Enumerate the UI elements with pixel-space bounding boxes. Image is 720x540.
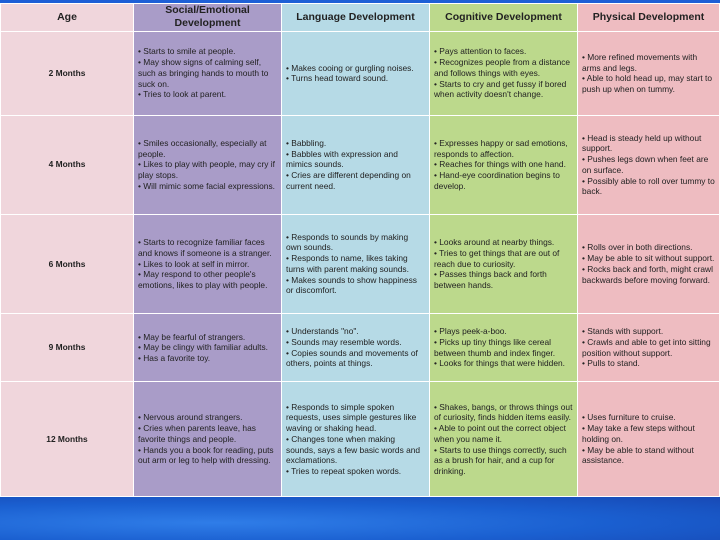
milestone-item: • Able to point out the correct object w… bbox=[434, 423, 566, 444]
milestone-item: • Likes to play with people, may cry if … bbox=[138, 159, 275, 181]
milestone-item: • Pays attention to faces. bbox=[434, 46, 527, 57]
milestone-item: • Cries are different depending on curre… bbox=[286, 170, 411, 191]
milestone-item: • More refined movements with arms and l… bbox=[582, 51, 698, 73]
milestone-item: • Responds to simple spoken requests, us… bbox=[286, 401, 417, 434]
table-row: 4 Months • Smiles occasionally, especiall… bbox=[0, 114, 720, 215]
header-language: Language Development bbox=[281, 3, 430, 32]
language-cell: • Responds to sounds by making own sound… bbox=[281, 213, 430, 315]
milestone-item: • Looks around at nearby things. bbox=[434, 237, 555, 248]
table-row: 2 Months • Starts to smile at people. • Ma… bbox=[0, 30, 720, 116]
social-cell: • Starts to recognize familiar faces and… bbox=[133, 213, 282, 315]
milestone-item: • Picks up tiny things like cereal betwe… bbox=[434, 336, 556, 358]
milestone-item: • Tries to repeat spoken words. bbox=[286, 466, 402, 477]
header-age: Age bbox=[0, 3, 134, 32]
milestone-item: • Babbles with expression and mimics sou… bbox=[286, 148, 398, 170]
milestone-item: • Expresses happy or sad emotions, respo… bbox=[434, 137, 568, 159]
age-cell: 4 Months bbox=[0, 114, 134, 215]
milestone-item: • Hand-eye coordination begins to develo… bbox=[434, 170, 560, 191]
social-cell: • Smiles occasionally, especially at peo… bbox=[133, 114, 282, 215]
cognitive-cell: • Pays attention to faces. • Recognizes p… bbox=[429, 30, 578, 116]
milestone-item: • Starts to smile at people. bbox=[138, 46, 236, 57]
milestone-item: • Cries when parents leave, has favorite… bbox=[138, 423, 256, 444]
age-cell: 9 Months bbox=[0, 312, 134, 383]
table-row: 12 Months • Nervous around strangers. • Cr… bbox=[0, 381, 720, 497]
milestone-item: • Babbling. bbox=[286, 137, 327, 148]
milestone-item: • Will mimic some facial expressions. bbox=[138, 180, 275, 191]
cognitive-cell: • Looks around at nearby things. • Tries … bbox=[429, 213, 578, 315]
header-physical: Physical Development bbox=[577, 3, 720, 32]
physical-cell: • Uses furniture to cruise. • May take a … bbox=[577, 381, 720, 497]
age-cell: 12 Months bbox=[0, 381, 134, 497]
milestone-item: • May show signs of calming self, such a… bbox=[138, 57, 269, 89]
language-cell: • Responds to simple spoken requests, us… bbox=[281, 381, 430, 497]
milestone-item: • Responds to name, likes taking turns w… bbox=[286, 253, 409, 274]
milestone-item: • Tries to get things that are out of re… bbox=[434, 247, 560, 269]
language-cell: • Babbling. • Babbles with expression and… bbox=[281, 114, 430, 215]
table-row: 9 Months • May be fearful of strangers. • … bbox=[0, 312, 720, 383]
language-cell: • Makes cooing or gurgling noises. • Turn… bbox=[281, 30, 430, 116]
age-cell: 2 Months bbox=[0, 30, 134, 116]
milestone-item: • Has a favorite toy. bbox=[138, 353, 211, 364]
milestone-item: • Makes cooing or gurgling noises. bbox=[286, 62, 414, 73]
milestone-item: • Tries to look at parent. bbox=[138, 89, 227, 100]
milestone-item: • May be fearful of strangers. bbox=[138, 331, 246, 342]
cognitive-cell: • Shakes, bangs, or throws things out of… bbox=[429, 381, 578, 497]
milestone-item: • Able to hold head up, may start to pus… bbox=[582, 73, 713, 95]
social-cell: • Starts to smile at people. • May show s… bbox=[133, 30, 282, 116]
milestone-item: • Pushes legs down when feet are on surf… bbox=[582, 154, 709, 175]
header-social: Social/Emotional Development bbox=[133, 3, 282, 32]
milestone-item: • Shakes, bangs, or throws things out of… bbox=[434, 401, 573, 423]
header-row: Age Social/Emotional Development Languag… bbox=[0, 3, 720, 32]
milestone-item: • Nervous around strangers. bbox=[138, 412, 243, 423]
milestone-item: • Responds to sounds by making own sound… bbox=[286, 231, 409, 253]
milestone-item: • Copies sounds and movements of others,… bbox=[286, 347, 418, 369]
milestone-item: • Smiles occasionally, especially at peo… bbox=[138, 137, 267, 159]
milestone-item: • Rolls over in both directions. bbox=[582, 242, 693, 253]
header-cognitive: Cognitive Development bbox=[429, 3, 578, 32]
milestone-item: • May take a few steps without holding o… bbox=[582, 423, 695, 444]
milestone-item: • May be clingy with familiar adults. bbox=[138, 342, 269, 353]
milestone-item: • Uses furniture to cruise. bbox=[582, 412, 676, 423]
milestone-item: • Reaches for things with one hand. bbox=[434, 159, 566, 170]
milestone-item: • Plays peek-a-boo. bbox=[434, 326, 507, 337]
milestone-item: • Crawls and able to get into sitting po… bbox=[582, 336, 711, 358]
milestone-item: • Pulls to stand. bbox=[582, 358, 640, 369]
physical-cell: • Head is steady held up without support… bbox=[577, 114, 720, 215]
milestone-item: • Possibly able to roll over tummy to ba… bbox=[582, 175, 715, 197]
milestone-item: • Stands with support. bbox=[582, 326, 664, 337]
development-table: Age Social/Emotional Development Languag… bbox=[0, 3, 720, 497]
milestone-item: • Recognizes people from a distance and … bbox=[434, 57, 571, 78]
milestone-item: • Starts to use things correctly, such a… bbox=[434, 444, 567, 477]
physical-cell: • Stands with support. • Crawls and able … bbox=[577, 312, 720, 383]
physical-cell: • Rolls over in both directions. • May be… bbox=[577, 213, 720, 315]
milestone-item: • Head is steady held up without support… bbox=[582, 132, 702, 154]
milestone-item: • May be able to stand without assistanc… bbox=[582, 444, 694, 466]
social-cell: • May be fearful of strangers. • May be c… bbox=[133, 312, 282, 383]
milestone-item: • Changes tone when making sounds, says … bbox=[286, 433, 421, 466]
age-cell: 6 Months bbox=[0, 213, 134, 315]
milestone-item: • Hands you a book for reading, puts out… bbox=[138, 444, 274, 466]
milestone-item: • Makes sounds to show happiness or disc… bbox=[286, 274, 417, 296]
milestone-item: • Rocks back and forth, might crawl back… bbox=[582, 263, 713, 285]
table-row: 6 Months • Starts to recognize familiar f… bbox=[0, 213, 720, 315]
milestone-item: • Likes to look at self in mirror. bbox=[138, 258, 250, 269]
milestone-item: • Sounds may resemble words. bbox=[286, 336, 402, 347]
social-cell: • Nervous around strangers. • Cries when … bbox=[133, 381, 282, 497]
milestone-item: • Passes things back and forth between h… bbox=[434, 269, 547, 291]
milestone-item: • Turns head toward sound. bbox=[286, 73, 389, 84]
water-ripple-band bbox=[0, 497, 720, 540]
milestone-item: • May respond to other people's emotions… bbox=[138, 269, 268, 291]
milestone-item: • Starts to cry and get fussy if bored w… bbox=[434, 78, 567, 100]
language-cell: • Understands "no". • Sounds may resemble… bbox=[281, 312, 430, 383]
milestone-item: • Looks for things that were hidden. bbox=[434, 358, 565, 369]
milestone-item: • Understands "no". bbox=[286, 326, 359, 337]
cognitive-cell: • Plays peek-a-boo. • Picks up tiny thing… bbox=[429, 312, 578, 383]
cognitive-cell: • Expresses happy or sad emotions, respo… bbox=[429, 114, 578, 215]
milestone-item: • Starts to recognize familiar faces and… bbox=[138, 237, 272, 258]
milestone-item: • May be able to sit without support. bbox=[582, 253, 715, 264]
physical-cell: • More refined movements with arms and l… bbox=[577, 30, 720, 116]
